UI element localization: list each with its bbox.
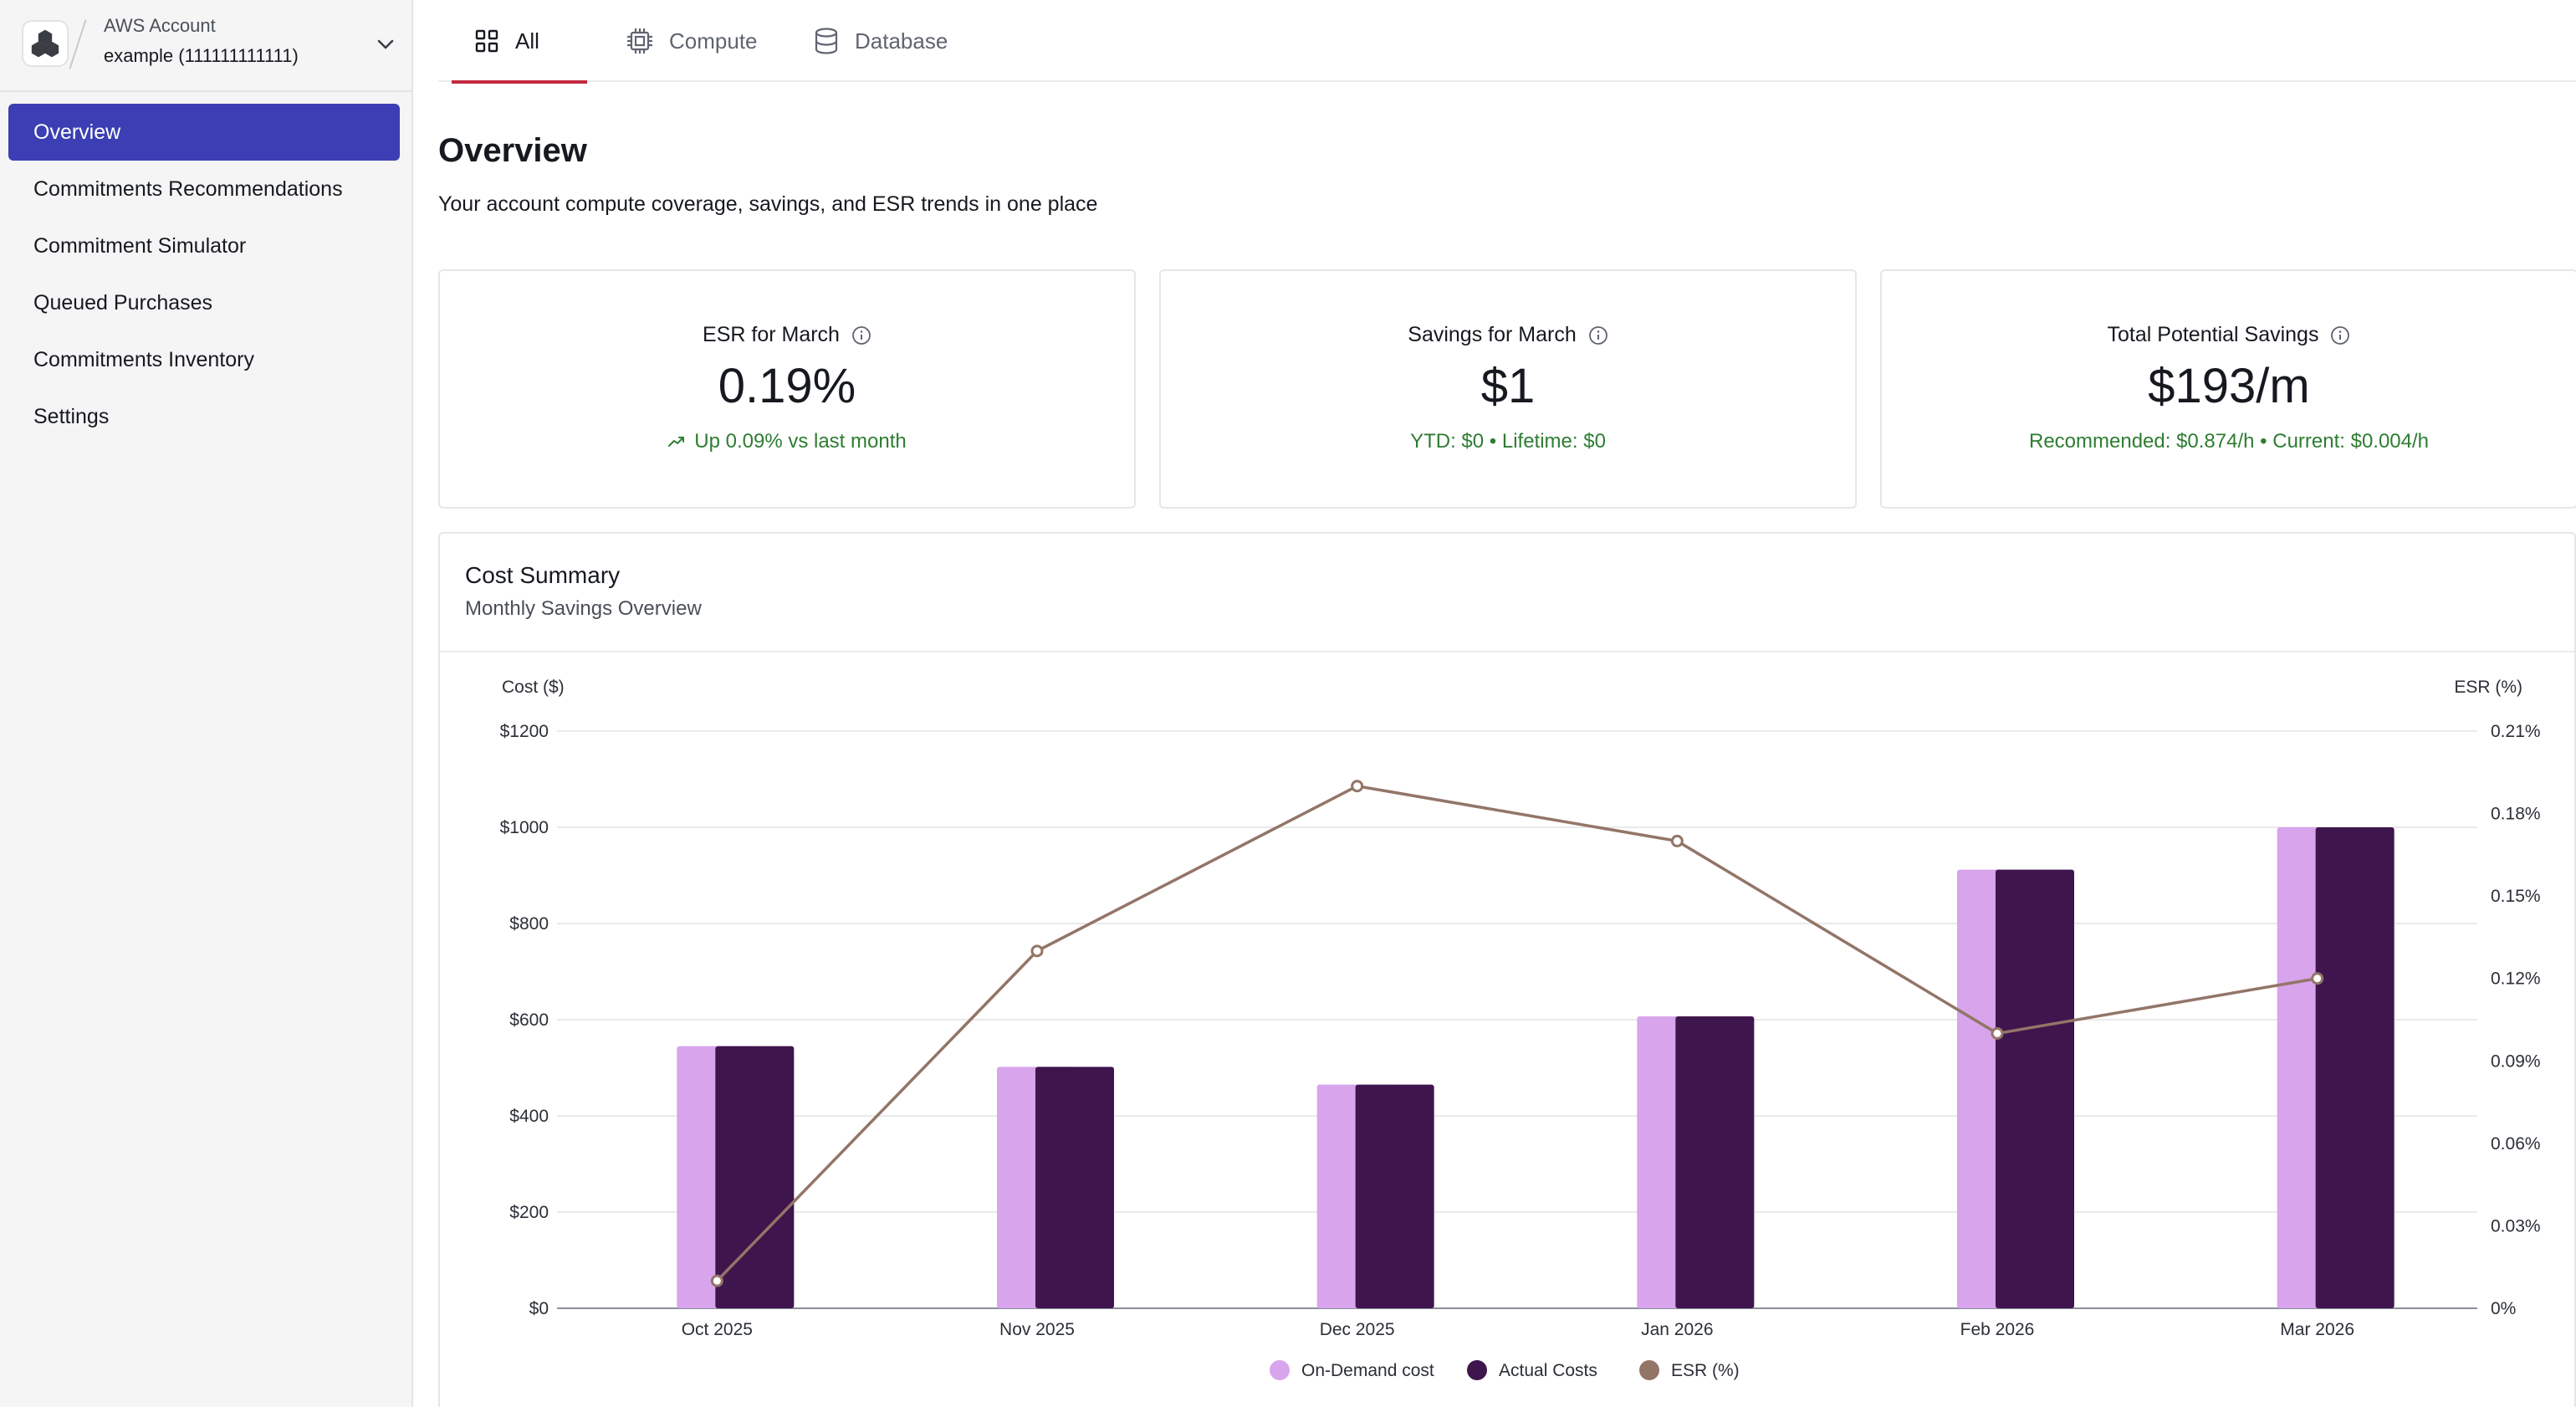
bar-actual-costs — [1355, 1084, 1434, 1308]
savings-card-sub-row: YTD: $0 • Lifetime: $0 — [1161, 430, 1855, 453]
esr-point — [1030, 944, 1044, 958]
info-icon[interactable] — [1588, 325, 1608, 345]
aws-cubes-icon — [22, 20, 69, 67]
bar-actual-costs — [1675, 1016, 1755, 1308]
chip-icon — [627, 28, 652, 54]
esr-line — [716, 784, 2318, 1282]
sidebar-item-commitments-inventory[interactable]: Commitments Inventory — [33, 347, 254, 371]
trend-up-icon — [668, 437, 685, 447]
potential-savings-card-value: $193/m — [2148, 359, 2310, 413]
tab-database[interactable]: Database — [813, 0, 948, 82]
y-tick-label: $1200 — [500, 722, 549, 741]
legend-esr-label: ESR (%) — [1671, 1361, 1740, 1380]
main-content: All Compute Database Overview Your a — [413, 0, 2576, 1407]
bar-actual-costs — [1035, 1067, 1114, 1308]
y-tick-label: $1000 — [500, 818, 549, 837]
bar-actual-costs — [2315, 827, 2395, 1308]
tab-compute-label: Compute — [669, 28, 758, 54]
sidebar-item-queued-purchases[interactable]: Queued Purchases — [33, 290, 213, 315]
esr-card: ESR for March 0.19% Up 0.09% vs last mon… — [438, 269, 1136, 509]
sidebar-item-commitments-recommendations[interactable]: Commitments Recommendations — [33, 177, 343, 201]
account-selector[interactable]: AWS Account example (111111111111) — [0, 0, 413, 92]
esr-card-sub-row: Up 0.09% vs last month — [440, 430, 1134, 453]
y-tick-label: $400 — [509, 1107, 549, 1126]
esr-point — [2311, 972, 2324, 985]
y-tick-label: $800 — [509, 914, 549, 934]
esr-card-sub: Up 0.09% vs last month — [694, 430, 907, 453]
page-title: Overview — [438, 132, 587, 169]
cost-summary-subtitle: Monthly Savings Overview — [465, 597, 702, 620]
x-tick-label: Oct 2025 — [682, 1320, 753, 1339]
account-value: example (111111111111) — [104, 45, 299, 66]
esr-point — [1670, 834, 1684, 847]
potential-savings-card-sub-row: Recommended: $0.874/h • Current: $0.004/… — [1882, 430, 2576, 453]
esr-point — [710, 1274, 723, 1287]
x-tick-label: Jan 2026 — [1641, 1320, 1713, 1339]
savings-card-title: Savings for March — [1408, 323, 1577, 346]
y2-tick-label: 0.06% — [2491, 1134, 2541, 1154]
bar-actual-costs — [1996, 869, 2074, 1308]
x-tick-label: Feb 2026 — [1960, 1320, 2035, 1339]
savings-card-value: $1 — [1480, 359, 1536, 413]
x-tick-label: Mar 2026 — [2280, 1320, 2354, 1339]
potential-savings-card-title: Total Potential Savings — [2107, 323, 2319, 346]
legend-on-demand-cost-swatch — [1270, 1360, 1290, 1380]
y2-axis-title: ESR (%) — [2454, 678, 2522, 697]
savings-card: Savings for March $1 YTD: $0 • Lifetime:… — [1159, 269, 1857, 509]
potential-savings-card-sub: Recommended: $0.874/h • Current: $0.004/… — [2028, 430, 2430, 453]
y2-tick-label: 0.12% — [2491, 970, 2541, 989]
y-axis-title: Cost ($) — [502, 678, 565, 697]
info-icon[interactable] — [2330, 325, 2350, 345]
esr-card-title: ESR for March — [703, 323, 840, 346]
esr-card-title-row: ESR for March — [440, 323, 1134, 347]
legend-actual-costs-label: Actual Costs — [1499, 1361, 1597, 1380]
y2-tick-label: 0.21% — [2491, 722, 2541, 741]
x-tick-label: Nov 2025 — [999, 1320, 1075, 1339]
esr-card-value: 0.19% — [718, 359, 856, 413]
separator — [69, 19, 87, 69]
account-label: AWS Account — [104, 15, 216, 36]
cost-summary-chart: Cost ($) ESR (%) $0 $200 $400 $600 $800 $1000 $1… — [500, 678, 2541, 1380]
savings-card-sub: YTD: $0 • Lifetime: $0 — [1410, 430, 1606, 453]
esr-point — [1991, 1026, 2004, 1040]
y2-tick-label: 0% — [2491, 1299, 2516, 1318]
y-tick-label: $0 — [529, 1299, 549, 1318]
sidebar-item-settings[interactable]: Settings — [33, 404, 110, 428]
cost-summary-card: Cost Summary Monthly Savings Overview Co… — [438, 532, 2576, 1407]
sidebar-item-overview[interactable]: Overview — [8, 104, 400, 161]
sidebar-item-commitment-simulator[interactable]: Commitment Simulator — [33, 233, 247, 258]
legend-actual-costs-swatch — [1467, 1360, 1487, 1380]
y-tick-label: $600 — [509, 1010, 549, 1030]
page-subtitle: Your account compute coverage, savings, … — [438, 192, 1098, 216]
grid-icon — [475, 29, 498, 53]
y2-tick-label: 0.03% — [2491, 1216, 2541, 1236]
tab-all[interactable]: All — [452, 0, 587, 84]
tab-compute[interactable]: Compute — [626, 0, 758, 82]
tab-database-label: Database — [855, 28, 948, 54]
chevron-down-icon[interactable] — [373, 32, 398, 57]
legend-on-demand-cost-label: On-Demand cost — [1301, 1361, 1434, 1380]
cost-summary-header: Cost Summary Monthly Savings Overview — [440, 534, 2574, 652]
savings-card-title-row: Savings for March — [1161, 323, 1855, 347]
database-icon — [815, 28, 838, 54]
y2-tick-label: 0.15% — [2491, 887, 2541, 906]
tab-bar: All Compute Database — [438, 0, 2576, 84]
x-tick-label: Dec 2025 — [1320, 1320, 1395, 1339]
cost-summary-title: Cost Summary — [465, 562, 621, 588]
y-tick-label: $200 — [509, 1203, 549, 1222]
esr-point — [1351, 780, 1364, 793]
potential-savings-card: Total Potential Savings $193/m Recommend… — [1880, 269, 2576, 509]
tab-all-label: All — [515, 28, 539, 54]
y2-tick-label: 0.09% — [2491, 1051, 2541, 1071]
y2-tick-label: 0.18% — [2491, 805, 2541, 824]
legend-esr-swatch — [1639, 1360, 1659, 1380]
potential-savings-card-title-row: Total Potential Savings — [1882, 323, 2576, 347]
bar-actual-costs — [715, 1046, 795, 1308]
info-icon[interactable] — [851, 325, 871, 345]
sidebar-nav: Overview Commitments Recommendations Com… — [8, 104, 400, 445]
sidebar: AWS Account example (111111111111) Overv… — [0, 0, 413, 1407]
